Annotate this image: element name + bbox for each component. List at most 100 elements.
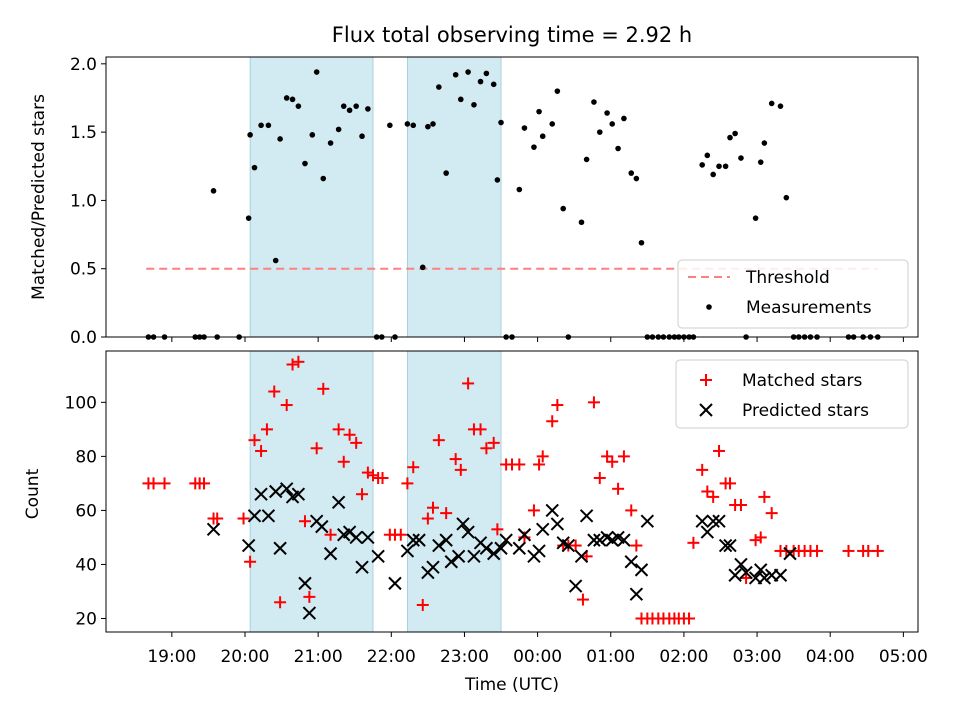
predicted-star-point — [444, 555, 458, 569]
x-tick-label: 00:00 — [513, 647, 562, 667]
matched-star-point — [286, 358, 299, 371]
matched-star-point — [811, 544, 824, 557]
predicted-star-point — [757, 571, 772, 585]
predicted-star-point — [461, 525, 475, 539]
measurement-point — [699, 162, 705, 168]
x-tick-label: 02:00 — [659, 647, 708, 667]
matched-star-point — [480, 442, 493, 455]
measurement-point — [251, 164, 258, 171]
measurement-point — [346, 107, 353, 114]
legend-threshold-label: Threshold — [745, 268, 830, 288]
predicted-star-point — [247, 509, 262, 523]
matched-star-point — [356, 488, 369, 501]
matched-star-point — [630, 539, 643, 552]
measurement-point — [410, 122, 417, 129]
matched-star-point — [237, 512, 250, 525]
chart-title: Flux total observing time = 2.92 h — [332, 23, 692, 47]
measurement-point — [621, 115, 627, 122]
matched-star-point — [533, 458, 546, 471]
measurement-point — [783, 194, 790, 201]
matched-star-point — [536, 450, 549, 463]
shaded-interval — [406, 56, 502, 338]
matched-star-point — [871, 544, 884, 557]
measurement-point — [425, 123, 431, 130]
legend-measurements-label: Measurements — [746, 298, 872, 318]
matched-star-point — [343, 428, 356, 441]
predicted-star-point — [479, 541, 494, 555]
top-panel: 0.0 0.5 1.0 1.5 2.0 Flux total observing tim… — [29, 23, 919, 348]
matched-star-point — [576, 593, 589, 606]
matched-star-point — [601, 450, 614, 463]
matched-star-point — [723, 477, 736, 490]
predicted-star-point — [315, 519, 329, 534]
matched-star-point — [376, 471, 389, 484]
predicted-star-point — [624, 555, 638, 569]
matched-star-point — [332, 423, 345, 436]
predicted-star-point — [536, 522, 550, 537]
matched-star-point — [593, 471, 606, 484]
measurement-point — [609, 121, 616, 127]
measurement-point — [722, 163, 729, 170]
measurement-point — [477, 78, 484, 85]
x-tick-label: 22:00 — [367, 647, 416, 667]
matched-star-point — [527, 504, 540, 517]
x-tick-label: 04:00 — [806, 647, 855, 667]
predicted-star-point — [574, 549, 589, 564]
measurement-point — [387, 122, 393, 129]
predicted-star-point — [593, 533, 607, 547]
matched-star-point — [754, 531, 767, 544]
predicted-star-point — [400, 544, 415, 558]
measurement-point — [419, 264, 426, 271]
matched-star-point — [367, 469, 380, 482]
predicted-star-point — [640, 514, 655, 528]
measurement-point — [443, 170, 449, 176]
top-y-tick-label: 0.5 — [70, 260, 97, 280]
measurement-point — [521, 125, 528, 131]
measurement-point — [638, 239, 645, 246]
measurement-point — [247, 132, 253, 138]
matched-star-point — [407, 461, 420, 474]
x-tick-labels: 19:00 20:00 21:00 22:00 23:00 00:00 01:00 02:00… — [147, 632, 928, 667]
matched-star-point — [298, 515, 311, 528]
measurement-point — [628, 170, 635, 176]
measurement-point — [483, 70, 490, 77]
predicted-star-point — [617, 533, 631, 547]
matched-star-point — [432, 434, 445, 447]
measurement-point — [258, 122, 264, 129]
legend-predicted-swatch — [699, 403, 713, 417]
matched-star-point — [474, 423, 487, 436]
bottom-legend-box — [675, 359, 909, 429]
measurement-point — [436, 84, 442, 90]
measurement-point — [365, 106, 371, 112]
predicted-star-point — [349, 530, 363, 545]
matched-star-point — [198, 477, 211, 490]
measurement-point — [210, 188, 217, 194]
predicted-star-point — [467, 549, 481, 564]
matched-star-point — [244, 555, 257, 568]
predicted-star-point — [456, 517, 470, 531]
matched-star-point — [337, 455, 350, 468]
predicted-star-point — [241, 538, 256, 553]
matched-star-point — [625, 504, 638, 517]
predicted-star-point — [361, 530, 375, 545]
matched-star-point — [551, 399, 564, 412]
matched-star-point — [487, 436, 500, 449]
predicted-star-point — [783, 546, 797, 561]
measurements-series — [145, 69, 881, 340]
measurement-point — [265, 122, 272, 129]
matched-star-point — [701, 485, 714, 498]
measurement-point — [591, 99, 597, 105]
predicted-star-point — [634, 563, 649, 577]
measurement-point — [757, 159, 764, 165]
matched-star-point — [569, 539, 582, 552]
matched-star-point — [440, 507, 453, 520]
measurement-point — [710, 171, 716, 178]
top-y-tick-label: 0.0 — [70, 328, 97, 348]
matched-star-point — [454, 463, 467, 476]
predicted-star-point — [695, 514, 709, 528]
bottom-y-tick-label: 60 — [75, 501, 97, 521]
predicted-star-point — [439, 533, 453, 547]
predicted-star-point — [723, 538, 737, 553]
measurement-point — [560, 205, 567, 212]
